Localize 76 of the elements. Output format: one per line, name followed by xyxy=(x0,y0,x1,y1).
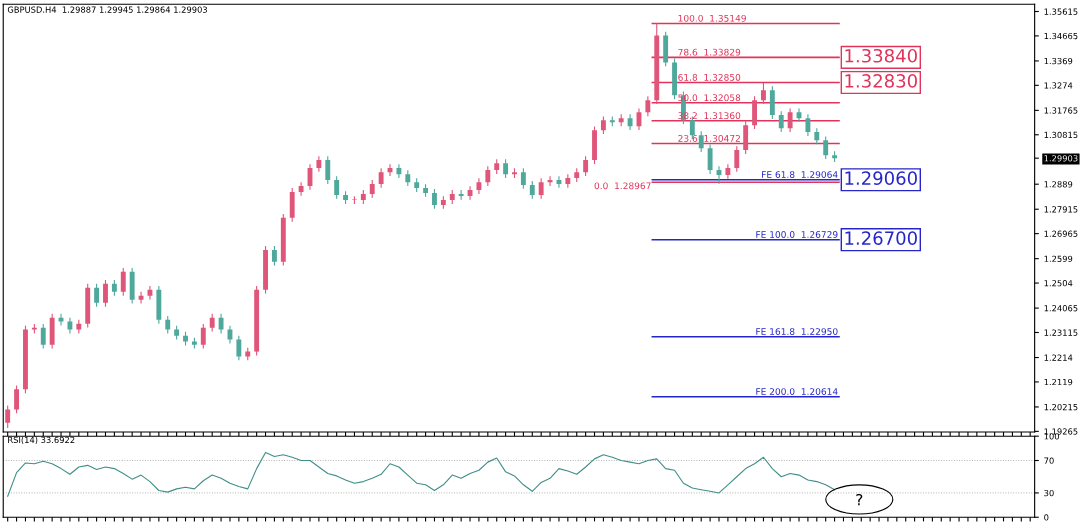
candlestick xyxy=(334,175,340,200)
candlestick xyxy=(476,177,482,195)
candlestick xyxy=(298,181,304,197)
candlestick xyxy=(787,107,793,133)
annotation: 1.29060 xyxy=(845,171,917,185)
candlestick xyxy=(707,143,713,175)
candlestick xyxy=(823,135,829,160)
y-tick-label: 1.2599 xyxy=(1044,255,1073,262)
candlestick xyxy=(396,163,402,179)
candlestick xyxy=(325,155,331,185)
candlestick xyxy=(778,110,784,133)
y-tick-label: 1.3369 xyxy=(1044,57,1073,65)
chart-title: RSI(14) 33.6922 xyxy=(8,436,75,445)
ref-line-label: FE 100.0 1.26729 xyxy=(756,231,838,238)
ref-line-label: 78.6 1.33829 xyxy=(678,48,741,56)
candlestick xyxy=(485,165,491,187)
candlestick xyxy=(236,335,242,361)
annotation: ? xyxy=(856,493,863,506)
line-series xyxy=(7,451,836,497)
y-tick-label: 1.27915 xyxy=(1044,206,1078,213)
candlestick xyxy=(316,155,322,173)
y-tick-label: 100 xyxy=(1044,433,1060,440)
y-tick-label: 30 xyxy=(1044,489,1054,497)
ref-line-label: FE 200.0 1.20614 xyxy=(756,388,838,395)
y-tick-label: 1.20215 xyxy=(1044,403,1078,411)
candlestick xyxy=(538,177,544,200)
candlestick xyxy=(120,267,126,297)
y-tick-label: 0 xyxy=(1044,514,1049,521)
candlestick xyxy=(138,291,144,305)
ref-line-label: FE 161.8 1.22950 xyxy=(756,328,838,335)
chart-title: GBPUSD.H4 1.29887 1.29945 1.29864 1.29903 xyxy=(7,6,208,13)
y-tick-label: 1.2119 xyxy=(1044,378,1073,386)
ref-line-label: 100.0 1.35149 xyxy=(678,14,746,22)
y-tick-label: 1.2214 xyxy=(1044,354,1073,361)
y-tick-label: 1.35615 xyxy=(1044,8,1078,15)
candlestick xyxy=(40,323,46,350)
candlestick xyxy=(761,82,766,105)
annotation: 1.32830 xyxy=(845,74,917,88)
annotation: 1.26700 xyxy=(845,231,917,245)
y-tick-label: 1.3274 xyxy=(1044,82,1073,89)
candlestick xyxy=(458,189,464,201)
candlestick xyxy=(645,95,651,117)
y-tick-label: 1.2889 xyxy=(1044,181,1073,188)
candlestick xyxy=(725,163,731,180)
y-tick-label: 1.34665 xyxy=(1044,32,1078,40)
candlestick xyxy=(103,279,108,308)
y-tick-label: 1.29903 xyxy=(1044,155,1078,162)
candlestick xyxy=(547,175,553,187)
y-tick-label: 70 xyxy=(1044,457,1054,464)
y-tick-label: 1.30815 xyxy=(1044,131,1078,139)
y-tick-label: 1.24065 xyxy=(1044,305,1078,312)
candlestick xyxy=(5,404,11,429)
candlestick xyxy=(627,113,633,131)
candlestick xyxy=(378,167,384,189)
candlestick xyxy=(520,167,526,190)
y-tick-label: 1.2504 xyxy=(1044,280,1073,287)
ref-line-label: 23.6 1.30472 xyxy=(678,134,740,142)
y-tick-label: 1.31765 xyxy=(1044,107,1078,114)
candlestick xyxy=(94,283,100,308)
ref-line-label: 61.8 1.32850 xyxy=(678,73,741,81)
y-tick-label: 1.26965 xyxy=(1044,230,1078,237)
ref-line-label: FE 61.8 1.29064 xyxy=(762,171,838,178)
candlestick xyxy=(503,158,509,179)
candlestick xyxy=(200,323,206,350)
candlestick xyxy=(218,313,224,334)
candlestick xyxy=(734,145,740,173)
candlestick xyxy=(14,384,20,414)
candlestick xyxy=(583,155,589,177)
candlestick xyxy=(432,188,437,210)
candlestick xyxy=(805,113,811,137)
annotation: 1.33840 xyxy=(845,48,917,63)
ref-line-label: 0.0 1.28967 xyxy=(594,182,651,190)
y-tick-label: 1.23115 xyxy=(1044,329,1078,336)
candlestick xyxy=(271,245,277,267)
y-tick-label: 1.19265 xyxy=(1044,428,1078,435)
candlestick xyxy=(698,130,704,153)
